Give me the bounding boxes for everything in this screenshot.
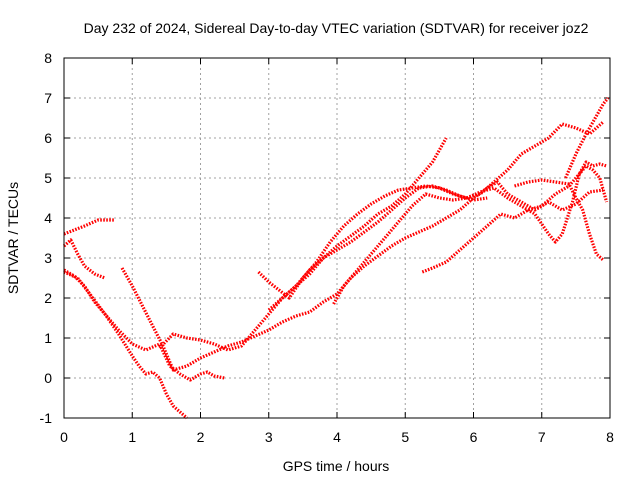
x-tick-label: 1	[128, 429, 136, 445]
y-tick-label: 3	[44, 250, 52, 266]
series-line-s2	[62, 238, 106, 280]
y-tick-label: 4	[44, 210, 52, 226]
series-line-s12	[564, 97, 610, 179]
x-axis-label: GPS time / hours	[283, 458, 390, 474]
x-tick-label: 3	[265, 429, 273, 445]
tick-labels: 0 1 2 3 4 5 6 7 8 -1 0 1 2 3 4 5 6 7 8	[40, 50, 615, 445]
y-tick-label: 0	[44, 370, 52, 386]
x-tick-label: 7	[538, 429, 546, 445]
y-tick-label: -1	[40, 410, 53, 426]
y-axis-label: SDTVAR / TECUs	[5, 182, 21, 294]
series-line-s1	[63, 218, 116, 236]
y-tick-label: 6	[44, 130, 52, 146]
y-tick-label: 5	[44, 170, 52, 186]
x-tick-label: 4	[333, 429, 341, 445]
x-tick-label: 2	[197, 429, 205, 445]
plot-frame	[63, 57, 611, 419]
series-group	[62, 97, 610, 420]
chart-title: Day 232 of 2024, Sidereal Day-to-day VTE…	[84, 20, 589, 36]
grid	[63, 57, 611, 419]
y-tick-label: 2	[44, 290, 52, 306]
x-tick-label: 5	[401, 429, 409, 445]
x-tick-label: 6	[470, 429, 478, 445]
x-tick-label: 0	[60, 429, 68, 445]
series-line-s5	[120, 180, 604, 372]
y-tick-label: 8	[44, 50, 52, 66]
y-tick-label: 7	[44, 90, 52, 106]
series-line-s11	[514, 178, 605, 262]
series-line-s3	[63, 268, 225, 382]
series-line-s4	[63, 270, 188, 420]
series-line-s8	[267, 184, 488, 312]
series-line-s6	[158, 137, 448, 352]
y-tick-label: 1	[44, 330, 52, 346]
x-tick-label: 8	[606, 429, 614, 445]
